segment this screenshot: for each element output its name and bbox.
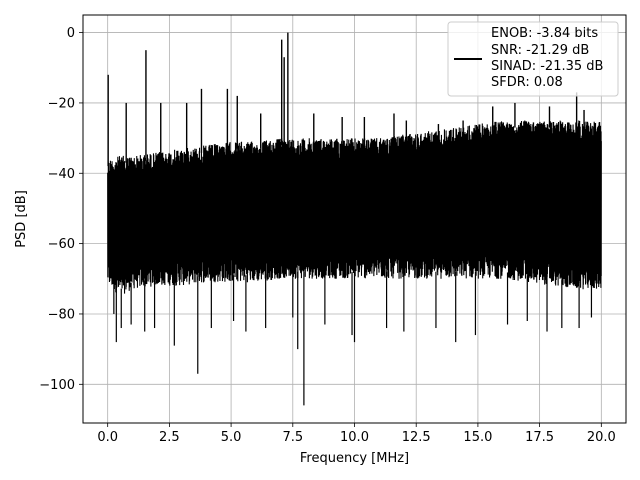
y-tick-label: −40 (48, 167, 75, 182)
x-tick-label: 2.5 (159, 430, 180, 445)
y-axis: 0 −20 −40 −60 −80 −100 (39, 26, 83, 393)
x-tick-label: 10.0 (340, 430, 369, 445)
x-axis-label: Frequency [MHz] (300, 451, 409, 466)
x-tick-label: 15.0 (463, 430, 492, 445)
x-tick-label: 17.5 (525, 430, 554, 445)
legend-label-snr: SNR: -21.29 dB (491, 43, 589, 58)
y-tick-label: 0 (67, 26, 75, 41)
plot-area (107, 32, 602, 406)
legend-label-sfdr: SFDR: 0.08 (491, 75, 563, 90)
legend-label-enob: ENOB: -3.84 bits (491, 26, 598, 41)
legend: ENOB: -3.84 bits SNR: -21.29 dB SINAD: -… (447, 21, 619, 97)
x-tick-label: 7.5 (282, 430, 303, 445)
legend-label-sinad: SINAD: -21.35 dB (491, 59, 603, 74)
x-tick-label: 12.5 (402, 430, 431, 445)
psd-trace (107, 120, 602, 294)
x-axis: 0.0 2.5 5.0 7.5 10.0 12.5 15.0 17.5 20.0 (97, 423, 616, 445)
x-tick-label: 5.0 (221, 430, 242, 445)
y-tick-label: −20 (48, 96, 75, 111)
y-tick-label: −80 (48, 307, 75, 322)
y-tick-label: −100 (39, 378, 75, 393)
legend-box (447, 21, 619, 97)
x-tick-label: 0.0 (97, 430, 118, 445)
x-tick-label: 20.0 (587, 430, 616, 445)
y-axis-label: PSD [dB] (14, 190, 29, 248)
y-tick-label: −60 (48, 237, 75, 252)
